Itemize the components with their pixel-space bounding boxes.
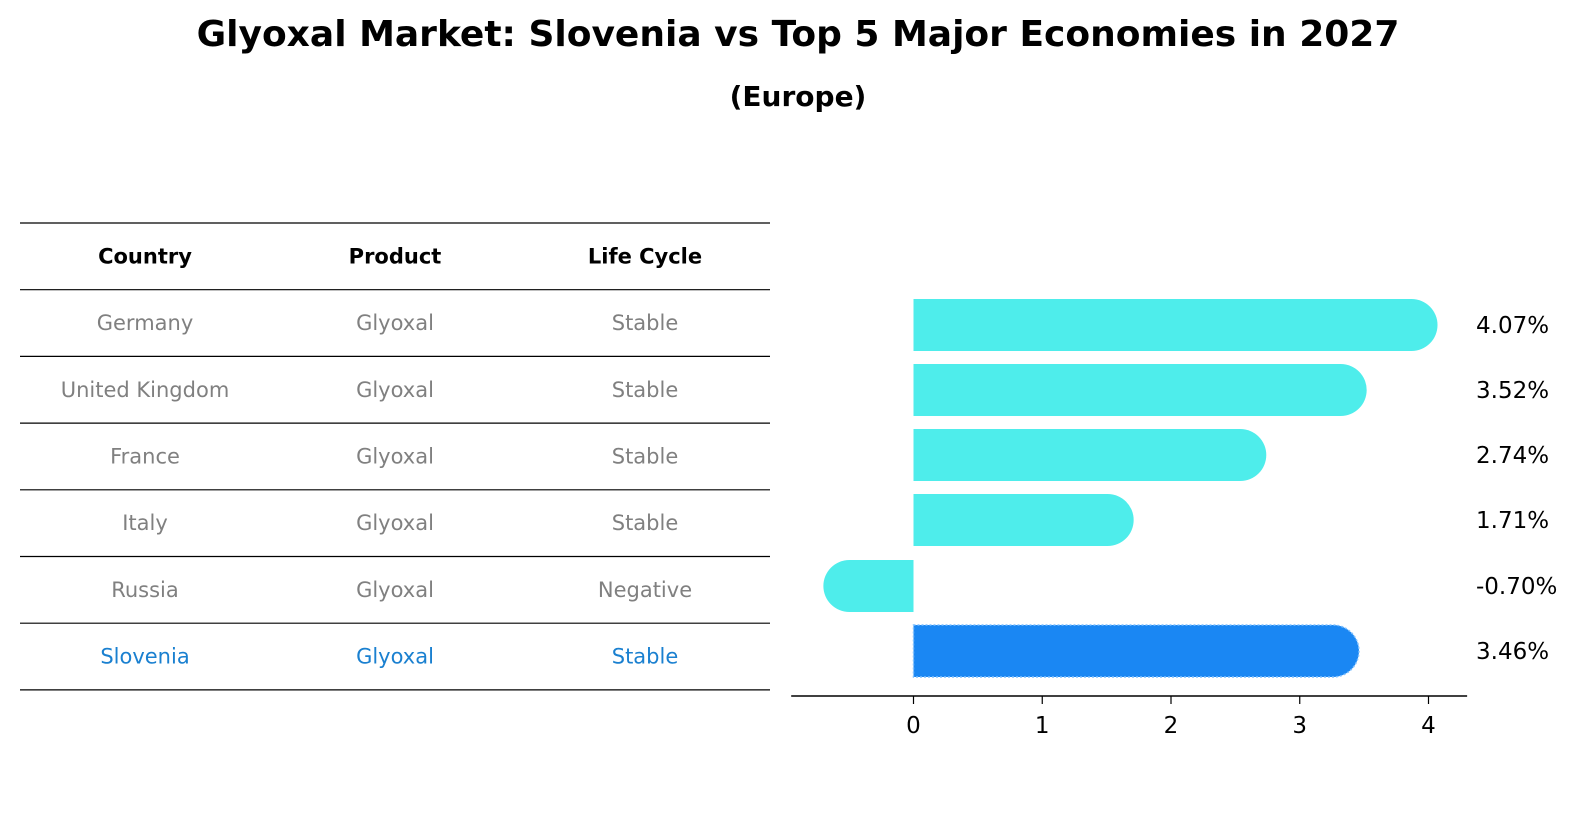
data-label: -0.70% (1476, 574, 1557, 600)
chart-subtitle: (Europe) (729, 80, 867, 113)
data-label: 2.74% (1476, 443, 1549, 469)
table-cell-product: Glyoxal (356, 578, 434, 602)
table-cell-country: Slovenia (100, 645, 189, 669)
bar-highlight (912, 624, 1360, 678)
bar (913, 494, 1134, 546)
bar (913, 364, 1367, 416)
table-cell-country: United Kingdom (61, 378, 230, 402)
data-label: 4.07% (1476, 313, 1549, 339)
table-cell-product: Glyoxal (356, 444, 434, 468)
x-tick-label: 2 (1164, 713, 1179, 739)
table-cell-product: Glyoxal (356, 511, 434, 535)
table-cell-country: Italy (122, 511, 168, 535)
table-cell-life-cycle: Stable (612, 311, 679, 335)
x-tick-label: 0 (906, 713, 921, 739)
table-cell-product: Glyoxal (356, 311, 434, 335)
table-cell-country: Russia (111, 578, 179, 602)
table-header-cell: Country (98, 244, 192, 268)
table-cell-life-cycle: Stable (612, 645, 679, 669)
bar (913, 429, 1267, 481)
table-cell-life-cycle: Stable (612, 444, 679, 468)
table-cell-life-cycle: Stable (612, 511, 679, 535)
table-cell-product: Glyoxal (356, 378, 434, 402)
table-header-cell: Product (349, 244, 442, 268)
x-tick-label: 4 (1421, 713, 1436, 739)
bar (913, 299, 1438, 351)
x-tick-label: 1 (1035, 713, 1050, 739)
bar (823, 560, 914, 612)
table-cell-life-cycle: Negative (598, 578, 692, 602)
data-label: 1.71% (1476, 508, 1549, 534)
table-cell-product: Glyoxal (356, 645, 434, 669)
table-cell-life-cycle: Stable (612, 378, 679, 402)
data-label: 3.52% (1476, 378, 1549, 404)
table-cell-country: Germany (97, 311, 194, 335)
table-cell-country: France (110, 444, 180, 468)
chart-title: Glyoxal Market: Slovenia vs Top 5 Major … (196, 14, 1400, 55)
table-header-cell: Life Cycle (588, 244, 702, 268)
data-label: 3.46% (1476, 639, 1549, 665)
x-tick-label: 3 (1292, 713, 1307, 739)
